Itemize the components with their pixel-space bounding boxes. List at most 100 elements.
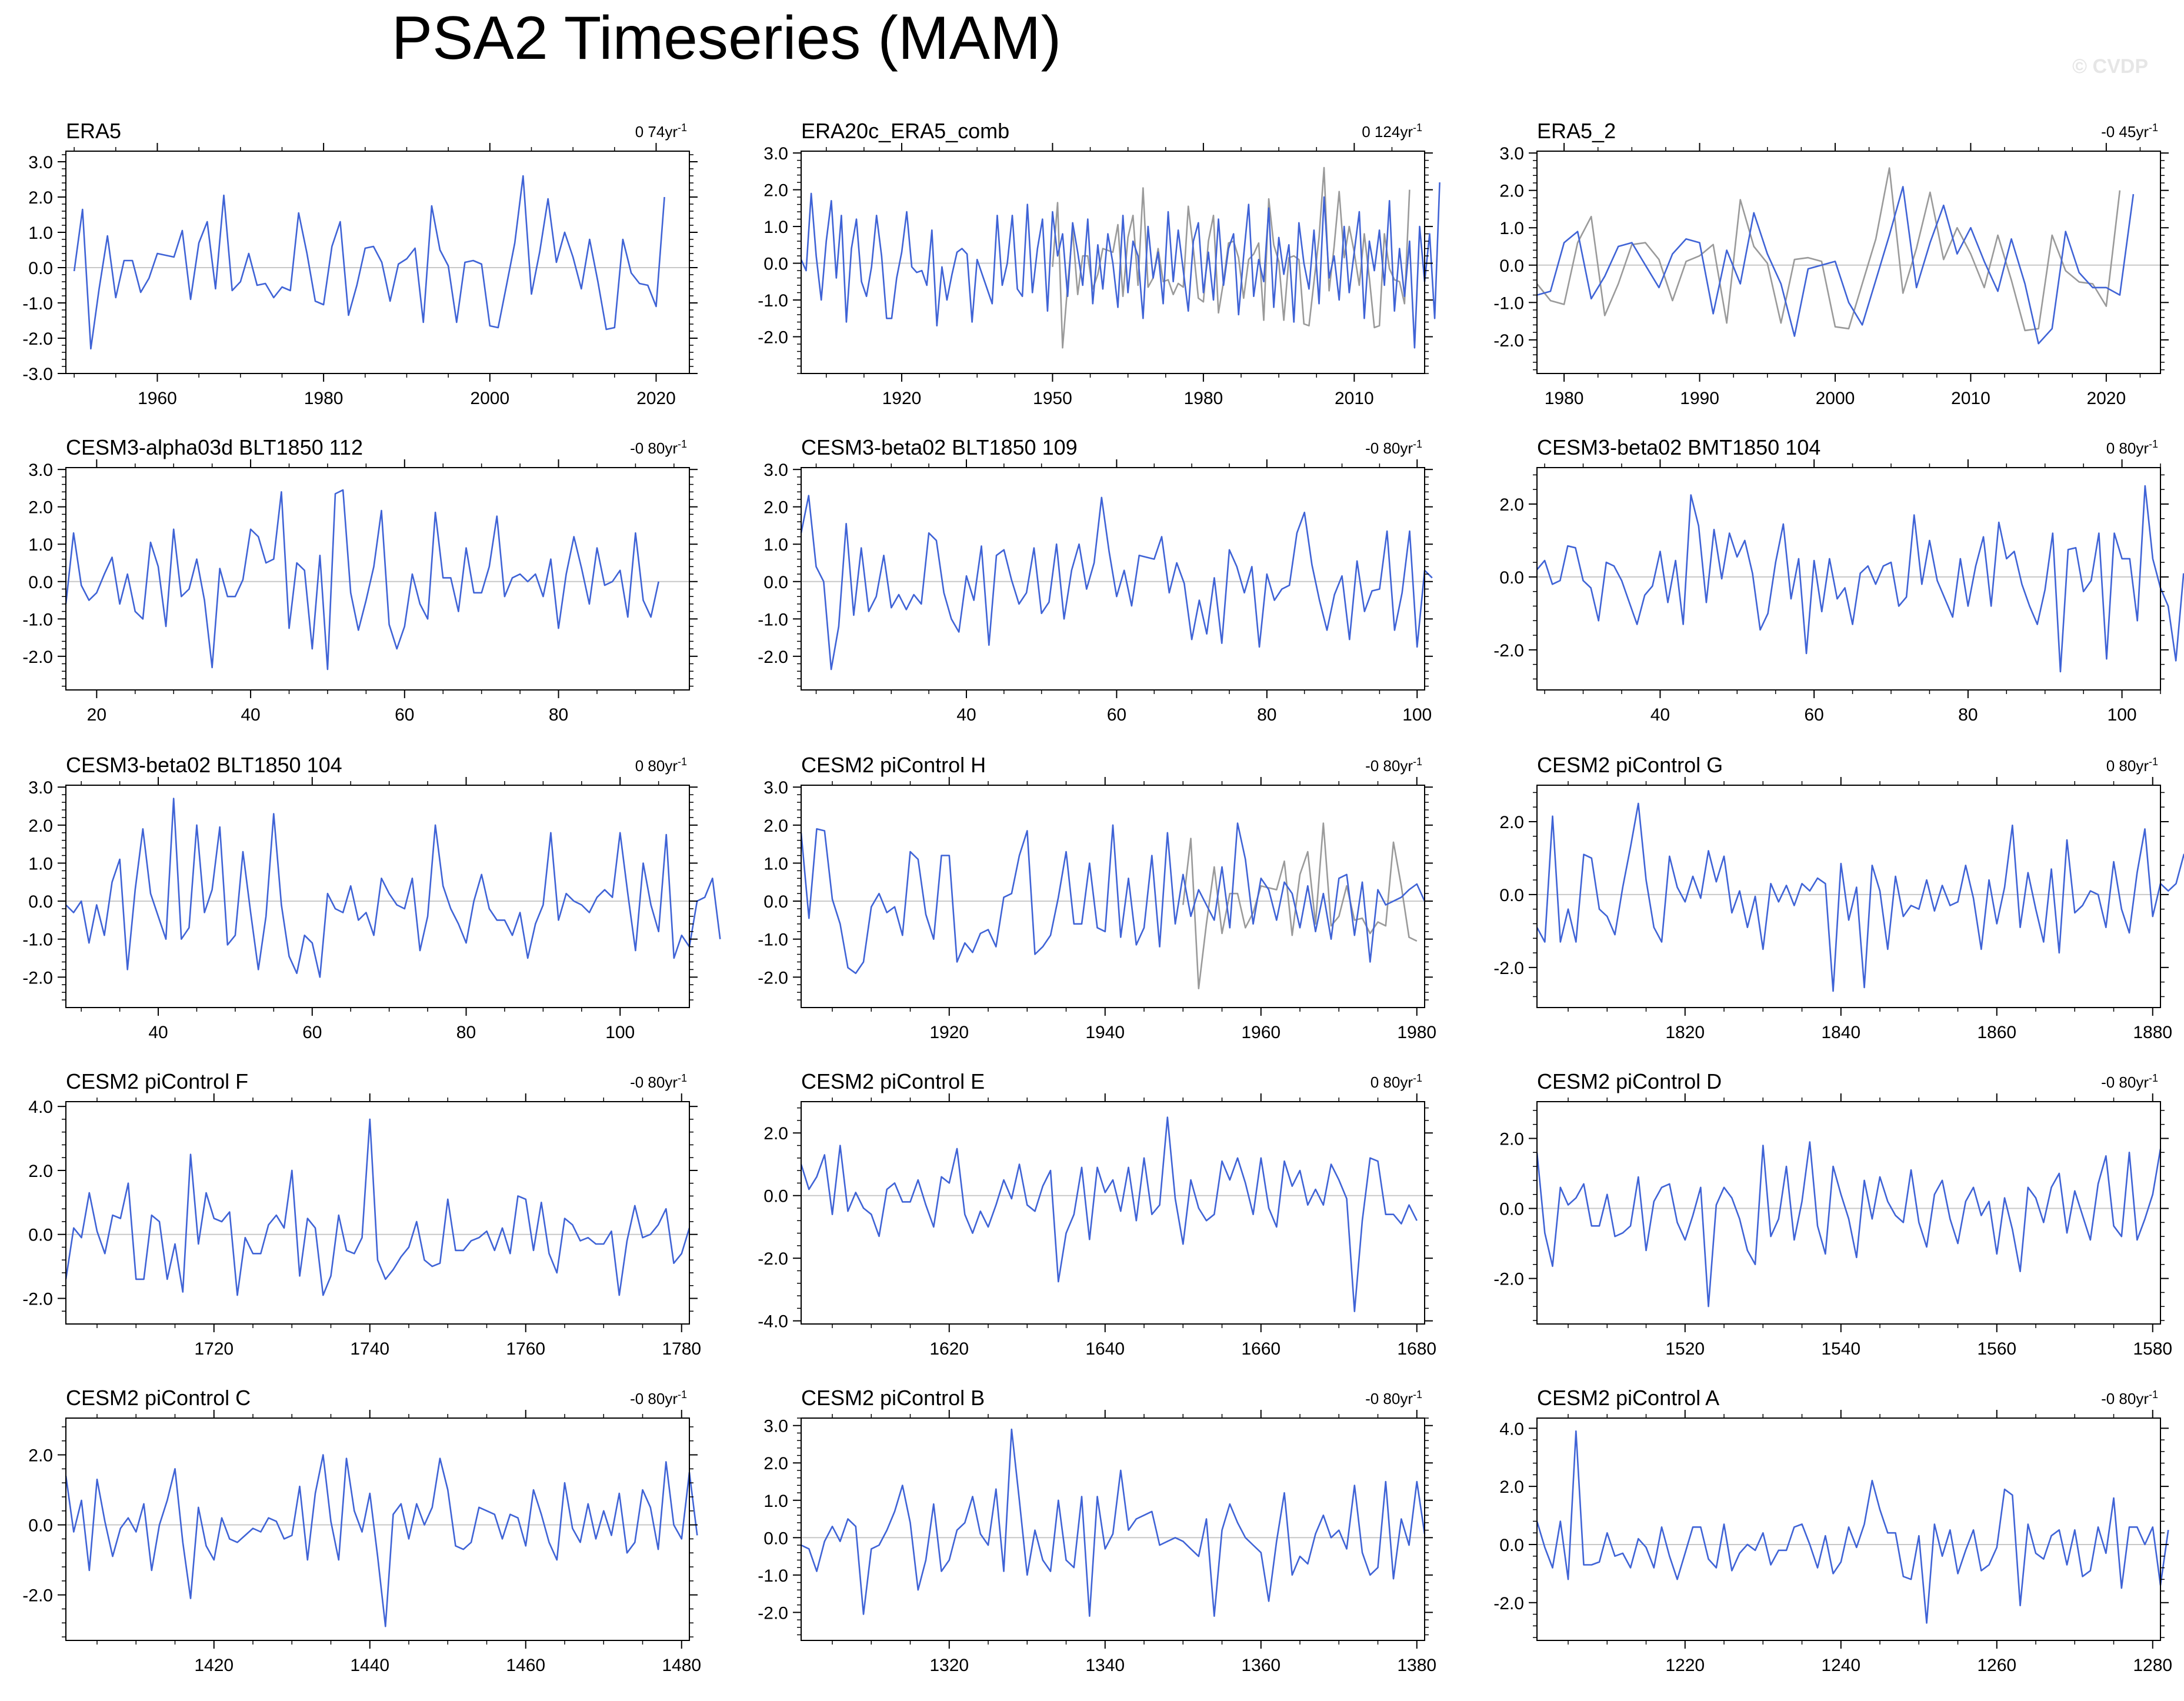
x-tick-label: 1580 (2133, 1339, 2172, 1359)
x-tick-label: 1820 (1665, 1023, 1705, 1042)
panel-title: CESM2 piControl B (801, 1386, 985, 1410)
chart-panel: -2.0 0.0 2.0 40 60 80 100 CESM3-beta02 BMT1850 … (1493, 435, 2184, 725)
y-tick-label: -2.0 (1493, 1270, 1524, 1289)
y-tick-label: -2.0 (1493, 641, 1524, 661)
x-tick-label: 2020 (2086, 389, 2126, 408)
y-tick-label: 2.0 (1499, 1477, 1524, 1497)
obs-series-line (1536, 167, 2121, 332)
x-tick-label: 1560 (1977, 1339, 2016, 1359)
y-tick-label: 2.0 (1499, 813, 1524, 832)
obs-series-line (1182, 822, 1418, 989)
plot-frame (801, 785, 1425, 1008)
trend-label: -0 80yr-1 (1365, 1389, 1422, 1408)
model-series-line (1536, 802, 2184, 992)
x-tick-label: 80 (1958, 705, 1978, 725)
panel-title: CESM2 piControl D (1537, 1069, 1722, 1093)
x-tick-label: 1760 (506, 1339, 545, 1359)
watermark: © CVDP (2072, 55, 2148, 78)
x-tick-label: 1990 (1680, 389, 1719, 408)
model-series-line (65, 1118, 691, 1296)
trend-label: -0 80yr-1 (630, 438, 687, 457)
trend-label: -0 80yr-1 (2101, 1072, 2158, 1091)
y-tick-label: 3.0 (763, 144, 788, 164)
x-tick-label: 1480 (662, 1656, 701, 1675)
x-tick-label: 60 (1804, 705, 1823, 725)
x-tick-label: 2020 (636, 389, 676, 408)
x-tick-label: 60 (395, 705, 414, 725)
x-tick-label: 1380 (1397, 1656, 1436, 1675)
panel-title: CESM2 piControl E (801, 1069, 985, 1093)
y-tick-label: 0.0 (28, 1516, 53, 1536)
x-tick-label: 1920 (882, 389, 922, 408)
x-tick-label: 1540 (1821, 1339, 1860, 1359)
y-tick-label: -1.0 (758, 610, 788, 629)
x-tick-label: 1840 (1821, 1023, 1860, 1042)
x-tick-label: 1880 (2133, 1023, 2172, 1042)
x-tick-label: 1420 (194, 1656, 234, 1675)
x-tick-label: 40 (1650, 705, 1670, 725)
y-tick-label: 2.0 (28, 1446, 53, 1466)
x-tick-label: 2000 (1816, 389, 1855, 408)
y-tick-label: -2.0 (22, 329, 53, 349)
y-tick-label: 2.0 (763, 498, 788, 518)
chart-panel: -2.0 -1.0 0.0 1.0 2.0 3.0 20 40 60 80 CESM3-alpha0… (22, 435, 698, 725)
model-series-line (65, 1454, 698, 1627)
x-tick-label: 1220 (1665, 1656, 1705, 1675)
trend-label: 0 80yr-1 (2106, 756, 2158, 775)
x-tick-label: 1940 (1085, 1023, 1125, 1042)
model-series-line (1536, 1141, 2162, 1308)
plot-frame (1536, 467, 2161, 691)
panel-title: CESM2 piControl G (1537, 753, 1723, 777)
y-tick-label: 0.0 (763, 1529, 788, 1548)
y-tick-label: 0.0 (763, 1187, 788, 1206)
y-tick-label: 0.0 (1499, 256, 1524, 276)
x-tick-label: 1740 (350, 1339, 389, 1359)
chart-panel: -2.0 -1.0 0.0 1.0 2.0 3.0 1320 1340 1360 1380 CESM… (758, 1386, 1436, 1675)
x-tick-label: 1680 (1397, 1339, 1436, 1359)
x-tick-label: 1960 (1241, 1023, 1281, 1042)
panel-title: CESM3-beta02 BLT1850 109 (801, 435, 1078, 459)
x-tick-label: 1860 (1977, 1023, 2016, 1042)
model-series-line (73, 175, 665, 350)
y-tick-label: 2.0 (763, 1124, 788, 1143)
y-tick-label: 0.0 (763, 573, 788, 592)
plot-frame (801, 467, 1425, 691)
x-tick-label: 2010 (1335, 389, 1374, 408)
x-tick-label: 100 (605, 1023, 635, 1042)
model-series-line (65, 489, 659, 671)
x-tick-label: 1980 (1397, 1023, 1436, 1042)
y-tick-label: 2.0 (763, 816, 788, 836)
y-tick-label: 0.0 (28, 892, 53, 912)
y-tick-label: -2.0 (1493, 959, 1524, 978)
y-tick-label: 3.0 (28, 461, 53, 480)
plot-frame (1536, 785, 2161, 1008)
x-tick-label: 1780 (662, 1339, 701, 1359)
y-tick-label: -2.0 (22, 1289, 53, 1309)
x-tick-label: 60 (302, 1023, 322, 1042)
y-tick-label: 0.0 (28, 573, 53, 592)
y-tick-label: 4.0 (28, 1098, 53, 1117)
plot-frame (65, 1101, 690, 1325)
y-tick-label: -2.0 (758, 648, 788, 667)
y-tick-label: 2.0 (763, 181, 788, 201)
x-tick-label: 1980 (1545, 389, 1584, 408)
y-tick-label: 3.0 (763, 778, 788, 798)
y-tick-label: 0.0 (1499, 568, 1524, 588)
y-tick-label: -2.0 (22, 1586, 53, 1606)
x-tick-label: 1520 (1665, 1339, 1705, 1359)
chart-panel: -2.0 -1.0 0.0 1.0 2.0 3.0 1980 1990 2000 2010 2020… (1493, 119, 2169, 408)
x-tick-label: 1960 (138, 389, 177, 408)
y-tick-label: 3.0 (1499, 144, 1524, 164)
y-tick-label: -2.0 (758, 968, 788, 988)
chart-panel: -2.0 0.0 2.0 1820 1840 1860 1880 CESM2 piContro… (1493, 753, 2184, 1042)
y-tick-label: 2.0 (28, 188, 53, 208)
chart-panel: -2.0 0.0 2.0 4.0 1720 1740 1760 1780 CESM2 piCon… (22, 1069, 701, 1359)
model-series-line (65, 798, 721, 978)
panel-title: ERA20c_ERA5_comb (801, 119, 1009, 143)
panel-title: CESM2 piControl A (1537, 1386, 1719, 1410)
y-tick-label: -1.0 (22, 930, 53, 950)
y-tick-label: -4.0 (758, 1312, 788, 1332)
model-series-line (801, 1428, 1426, 1617)
panel-title: ERA5_2 (1537, 119, 1616, 143)
